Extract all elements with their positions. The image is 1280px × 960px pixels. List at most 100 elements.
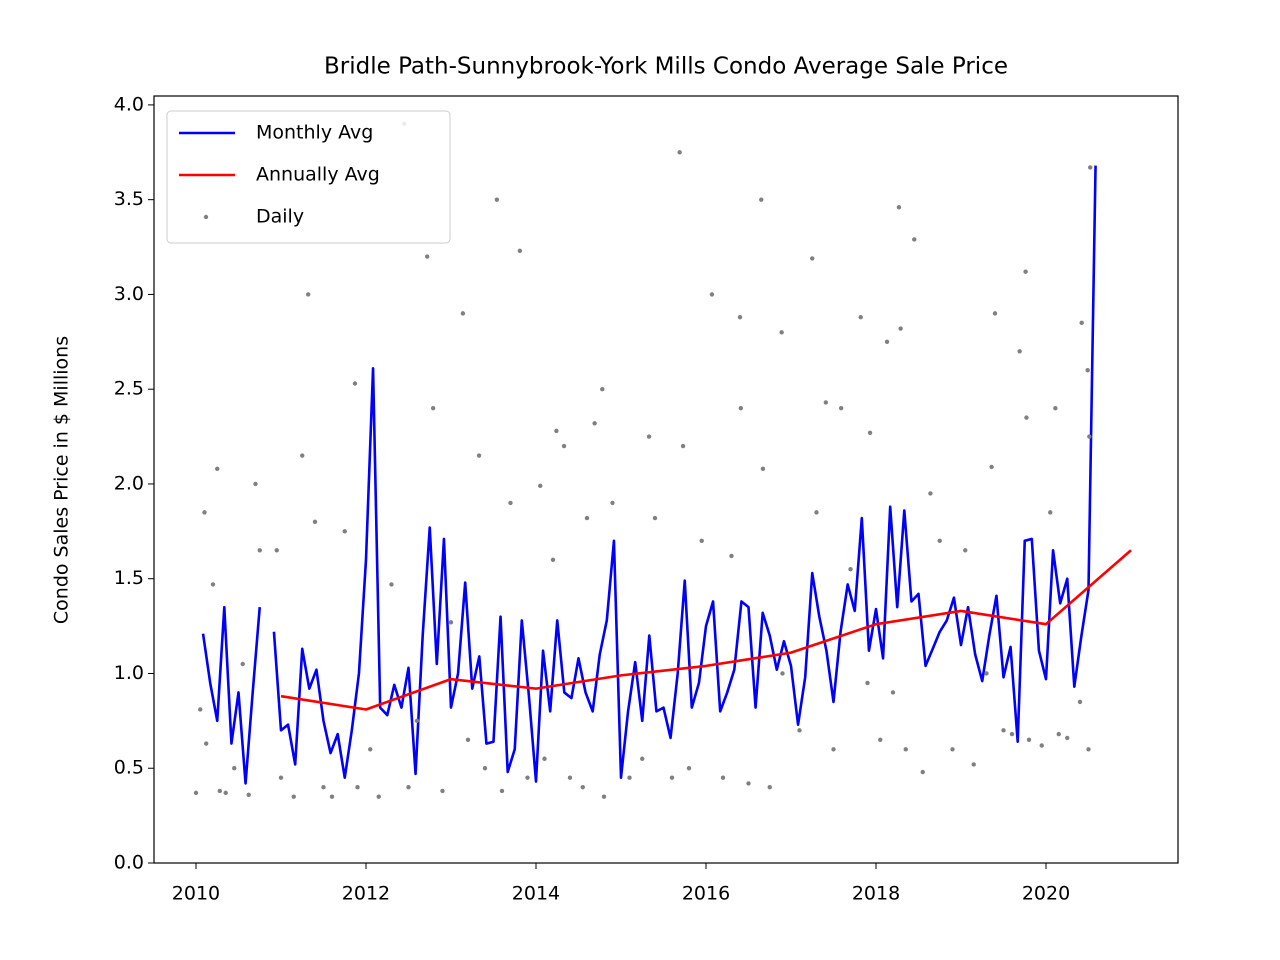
x-tick-label: 2016 (682, 883, 730, 905)
daily-point (884, 339, 890, 345)
chart-title: Bridle Path-Sunnybrook-York Mills Condo … (324, 54, 1008, 80)
daily-point (525, 775, 530, 780)
daily-point (312, 519, 318, 525)
daily-point (1053, 405, 1058, 411)
daily-point (517, 248, 523, 254)
daily-point (448, 620, 454, 625)
daily-point (508, 500, 513, 506)
x-tick-label: 2018 (852, 883, 900, 905)
daily-point (567, 775, 573, 780)
daily-point (963, 548, 968, 553)
daily-point (352, 381, 358, 386)
daily-point (232, 766, 237, 771)
daily-point (300, 453, 305, 458)
daily-point (217, 788, 222, 794)
daily-point (601, 794, 607, 799)
daily-point (652, 515, 658, 521)
daily-point (274, 548, 279, 553)
daily-point (686, 766, 692, 771)
daily-point (414, 718, 420, 724)
daily-point (1085, 368, 1090, 373)
daily-point (542, 756, 547, 761)
daily-point (878, 737, 883, 743)
daily-point (610, 500, 615, 506)
daily-point (1086, 747, 1091, 752)
daily-point (823, 400, 829, 405)
daily-point (767, 784, 772, 790)
daily-point (903, 747, 908, 752)
x-tick-label: 2020 (1022, 883, 1070, 905)
daily-point (838, 405, 844, 411)
x-tick-label: 2014 (512, 883, 560, 905)
legend-label: Daily (256, 206, 304, 228)
daily-point (198, 707, 203, 712)
daily-point (709, 292, 715, 297)
y-axis-label: Condo Sales Price in $ Millions (51, 336, 73, 624)
daily-point (865, 680, 870, 686)
daily-point (720, 775, 726, 780)
daily-point (760, 466, 766, 471)
daily-point (1001, 728, 1006, 733)
daily-point (355, 784, 360, 790)
daily-point (465, 737, 471, 743)
daily-point (202, 510, 207, 515)
daily-point (627, 775, 632, 780)
y-tick-label: 2.0 (114, 472, 144, 494)
daily-point (257, 548, 262, 553)
daily-point (898, 326, 903, 331)
daily-point (729, 553, 734, 559)
legend-label: Annually Avg (256, 164, 380, 186)
daily-point (759, 197, 764, 202)
daily-point (810, 256, 815, 261)
x-tick-label: 2010 (172, 883, 220, 905)
daily-point (737, 314, 743, 320)
y-tick-label: 0.5 (114, 757, 144, 779)
daily-point (305, 292, 311, 297)
legend-marker (203, 214, 209, 220)
y-tick-label: 1.0 (114, 662, 144, 684)
daily-point (928, 491, 933, 496)
daily-point (376, 794, 381, 799)
daily-point (368, 747, 373, 752)
y-tick-label: 3.0 (114, 283, 144, 305)
daily-point (584, 515, 590, 521)
daily-point (321, 784, 326, 790)
daily-point (984, 671, 989, 676)
daily-point (1048, 510, 1053, 515)
y-tick-label: 0.0 (114, 852, 144, 874)
daily-point (920, 769, 925, 775)
daily-point (215, 466, 220, 471)
daily-point (937, 538, 942, 544)
daily-point (424, 254, 430, 259)
daily-point (867, 430, 873, 435)
daily-point (430, 405, 436, 411)
daily-point (746, 781, 751, 786)
daily-point (210, 582, 216, 587)
daily-point (203, 741, 209, 746)
daily-point (278, 775, 284, 780)
daily-point (699, 538, 704, 544)
daily-point (989, 464, 994, 470)
daily-point (291, 794, 296, 799)
x-tick-label: 2012 (342, 883, 390, 905)
daily-point (193, 790, 199, 796)
daily-point (554, 428, 559, 434)
daily-point (1079, 320, 1084, 326)
daily-point (476, 453, 482, 458)
daily-point (246, 792, 251, 797)
daily-point (406, 784, 411, 790)
daily-point (592, 421, 597, 426)
daily-point (814, 510, 819, 515)
daily-point (680, 443, 686, 449)
daily-point (992, 311, 998, 316)
daily-point (1026, 737, 1032, 743)
daily-point (890, 690, 896, 695)
daily-point (738, 405, 744, 411)
daily-point (389, 582, 394, 587)
series-line (201, 165, 1097, 785)
daily-point (550, 557, 556, 562)
daily-point (1056, 731, 1061, 737)
daily-point (1009, 731, 1015, 737)
daily-point (950, 747, 955, 752)
